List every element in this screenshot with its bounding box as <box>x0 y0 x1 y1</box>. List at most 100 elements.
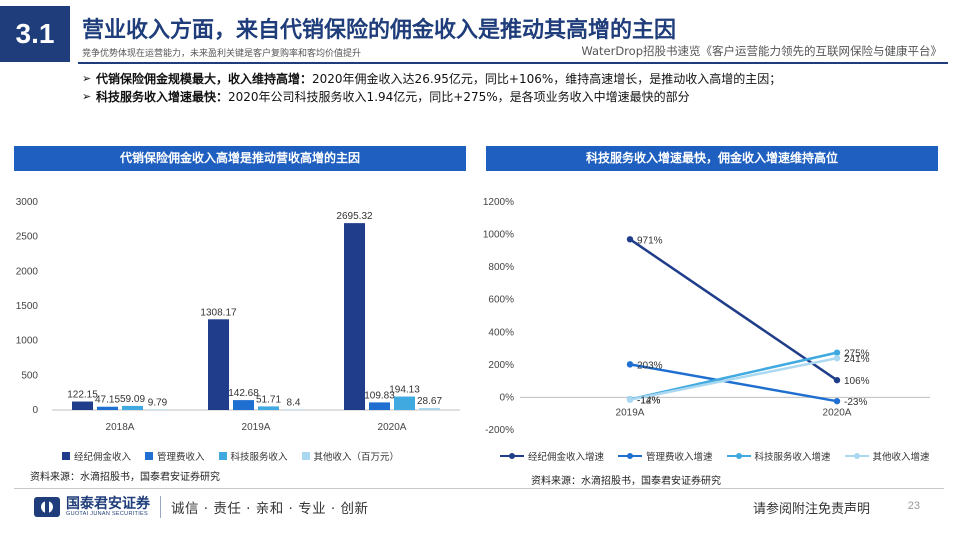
bullet-point: 代销保险佣金规模最大，收入维持高增：2020年佣金收入达26.95亿元，同比+1… <box>82 70 902 88</box>
legend-line <box>726 453 751 459</box>
y-tick-label: 800% <box>488 262 514 273</box>
point-value-label: -12% <box>637 395 660 406</box>
left-chart-source: 资料来源：水滴招股书，国泰君安证券研究 <box>30 472 220 483</box>
point-value-label: 106% <box>844 376 870 387</box>
data-point <box>833 397 841 405</box>
point-value-label: -23% <box>844 397 867 408</box>
legend-label: 科技服务收入增速 <box>754 452 831 463</box>
bar <box>369 402 390 410</box>
bar <box>283 409 304 410</box>
legend-line <box>500 453 524 459</box>
bar-value-label: 1308.17 <box>200 307 237 318</box>
point-value-label: -14% <box>637 396 660 407</box>
bar-value-label: 109.83 <box>364 390 395 401</box>
data-point <box>626 236 634 243</box>
legend-swatch <box>145 452 154 460</box>
bar-value-label: 47.15 <box>95 395 120 406</box>
legend-label: 管理费收入 <box>157 452 205 463</box>
data-point <box>833 376 841 384</box>
bar <box>97 406 118 410</box>
point-value-label: 203% <box>637 360 663 371</box>
legend-label: 管理费收入增速 <box>646 452 713 463</box>
y-tick-label: 1000 <box>16 336 39 347</box>
legend-item: 管理费收入增速 <box>618 449 713 463</box>
legend-label: 经纪佣金收入增速 <box>528 452 605 463</box>
bar-value-label: 9.79 <box>148 397 168 408</box>
bullet-heading: 代销保险佣金规模最大，收入维持高增： <box>96 72 313 86</box>
logo-divider <box>160 496 161 518</box>
bar-value-label: 8.4 <box>287 397 301 408</box>
company-motto: 诚信 · 责任 · 亲和 · 专业 · 创新 <box>171 501 369 517</box>
legend-swatch <box>62 452 70 460</box>
logo-name: 国泰君安证券 <box>66 496 150 512</box>
bar <box>72 401 93 410</box>
page-number: 23 <box>907 500 920 512</box>
x-tick-label: 2020A <box>823 407 852 418</box>
right-chart-header: 科技服务收入增速最快，佣金收入增速维持高位 <box>486 146 938 171</box>
y-tick-label: 0% <box>500 392 515 403</box>
series-line <box>629 356 838 401</box>
disclaimer-link[interactable]: 请参阅附注免责声明 <box>752 502 870 517</box>
legend-label: 其他收入（百万元） <box>313 452 400 463</box>
data-point <box>833 349 841 356</box>
legend-item: 科技服务收入增速 <box>726 449 831 463</box>
legend-item: 经纪佣金收入 <box>62 449 131 463</box>
footer-divider <box>14 488 944 489</box>
series-line <box>629 363 838 403</box>
legend-line <box>844 453 869 459</box>
legend-item: 其他收入增速 <box>844 449 930 463</box>
y-tick-label: 200% <box>488 360 514 371</box>
y-tick-label: 0 <box>32 405 38 416</box>
bullet-text: 2020年佣金收入达26.95亿元，同比+106%，维持高速增长，是推动收入高增… <box>312 72 782 86</box>
bar <box>258 406 279 410</box>
logo-english: GUOTAI JUNAN SECURITIES <box>66 511 148 517</box>
bar <box>147 409 168 410</box>
bar <box>208 319 229 410</box>
bar-value-label: 122.15 <box>67 390 98 401</box>
legend-item: 经纪佣金收入增速 <box>500 449 604 463</box>
data-point <box>833 354 841 362</box>
growth-line-chart: 1200% 1000% 800% 600% 400% 200% 0% -200% 2019A 20… <box>483 197 930 436</box>
y-tick-label: 2000 <box>16 266 39 277</box>
bullet-heading: 科技服务收入增速最快： <box>96 90 229 104</box>
legend-item: 管理费收入 <box>145 449 205 463</box>
point-value-label: 241% <box>844 354 870 365</box>
legend-item: 其他收入（百万元） <box>301 449 400 463</box>
title-divider <box>78 62 948 64</box>
x-tick-label: 2019A <box>616 407 645 418</box>
point-value-label: 275% <box>844 349 870 360</box>
series-line <box>629 238 838 382</box>
legend-line <box>618 453 643 459</box>
y-tick-label: 500 <box>21 370 38 381</box>
x-tick-label: 2020A <box>378 422 407 433</box>
bar <box>122 405 143 410</box>
data-point <box>626 396 634 403</box>
y-tick-label: 3000 <box>16 197 39 208</box>
y-tick-label: 400% <box>488 327 514 338</box>
page-title: 营业收入方面，来自代销保险的佣金收入是推动其高增的主因 <box>82 18 677 43</box>
bar-chart-legend: 经纪佣金收入 管理费收入 科技服务收入 其他收入（百万元） <box>62 449 413 463</box>
legend-label: 其他收入增速 <box>872 452 930 463</box>
x-tick-label: 2019A <box>242 422 271 433</box>
y-tick-label: 600% <box>488 295 514 306</box>
legend-swatch <box>301 452 310 460</box>
logo-icon <box>34 497 60 517</box>
bar-value-label: 2695.32 <box>336 211 373 222</box>
legend-label: 科技服务收入 <box>230 452 288 463</box>
bar-value-label: 28.67 <box>417 396 442 407</box>
point-value-label: 971% <box>637 235 663 246</box>
y-tick-label: 2500 <box>16 232 39 243</box>
key-points: 代销保险佣金规模最大，收入维持高增：2020年佣金收入达26.95亿元，同比+1… <box>82 70 902 106</box>
legend-item: 科技服务收入 <box>218 449 288 463</box>
line-chart-legend: 经纪佣金收入增速 管理费收入增速 科技服务收入增速 其他收入增速 <box>500 449 944 463</box>
bar <box>419 408 440 410</box>
bar-value-label: 194.13 <box>389 385 420 396</box>
y-tick-label: 1000% <box>483 230 514 241</box>
bullet-point: 科技服务收入增速最快：2020年公司科技服务收入1.94亿元，同比+275%，是… <box>82 88 902 106</box>
data-point <box>626 361 634 368</box>
x-tick-label: 2018A <box>106 422 135 433</box>
y-tick-label: -200% <box>485 425 514 436</box>
left-chart-header: 代销保险佣金收入高增是推动营收高增的主因 <box>14 146 466 171</box>
bar <box>344 223 365 410</box>
